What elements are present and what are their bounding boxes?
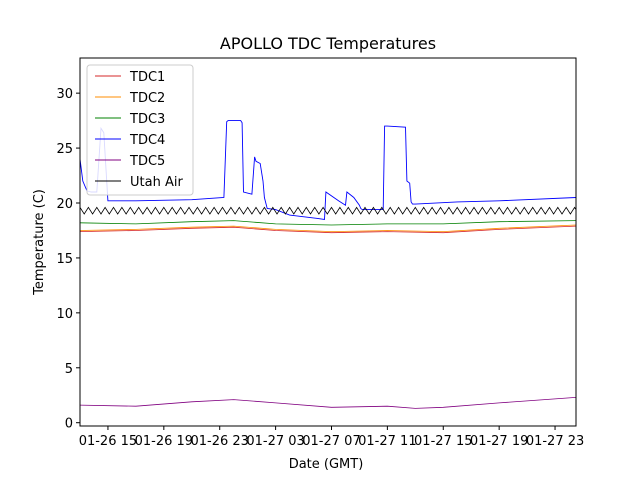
y-tick-label: 10 [56, 307, 73, 322]
legend-label: TDC5 [129, 154, 165, 169]
series-line-tdc2 [80, 224, 576, 233]
chart-title: APOLLO TDC Temperatures [220, 34, 436, 53]
series-line-tdc3 [80, 220, 576, 226]
legend-label: Utah Air [130, 175, 183, 190]
y-tick-label: 15 [56, 252, 73, 267]
x-tick-label: 01-27 15 [414, 434, 472, 449]
legend-label: TDC1 [129, 70, 165, 85]
legend-label: TDC3 [129, 112, 165, 127]
x-tick-label: 01-27 11 [358, 434, 416, 449]
y-tick-label: 30 [56, 87, 73, 102]
y-axis-label: Temperature (C) [32, 189, 47, 296]
x-axis-label: Date (GMT) [289, 457, 364, 472]
plot-frame [79, 57, 577, 427]
series-line-tdc1 [80, 225, 576, 234]
y-tick-label: 5 [65, 362, 73, 377]
series-line-tdc5 [80, 397, 576, 409]
x-tick-label: 01-26 23 [190, 434, 248, 449]
plot-area [79, 57, 577, 427]
series-line-utah-air [80, 206, 576, 215]
x-tick-label: 01-27 23 [526, 434, 584, 449]
legend-label: TDC2 [129, 91, 165, 106]
x-tick-label: 01-27 19 [470, 434, 528, 449]
series-line-tdc4 [80, 120, 576, 221]
legend-label: TDC4 [129, 133, 165, 148]
x-tick-label: 01-26 15 [79, 434, 137, 449]
y-tick-label: 0 [65, 417, 73, 432]
y-tick-label: 25 [56, 142, 73, 157]
x-tick-label: 01-26 19 [135, 434, 193, 449]
y-tick-label: 20 [56, 197, 73, 212]
x-tick-label: 01-27 07 [302, 434, 360, 449]
legend: TDC1 TDC2 TDC3 TDC4 TDC5 Utah Air [86, 64, 194, 196]
y-axis: 0 5 10 15 20 25 30 [56, 87, 80, 432]
x-tick-label: 01-27 03 [246, 434, 304, 449]
